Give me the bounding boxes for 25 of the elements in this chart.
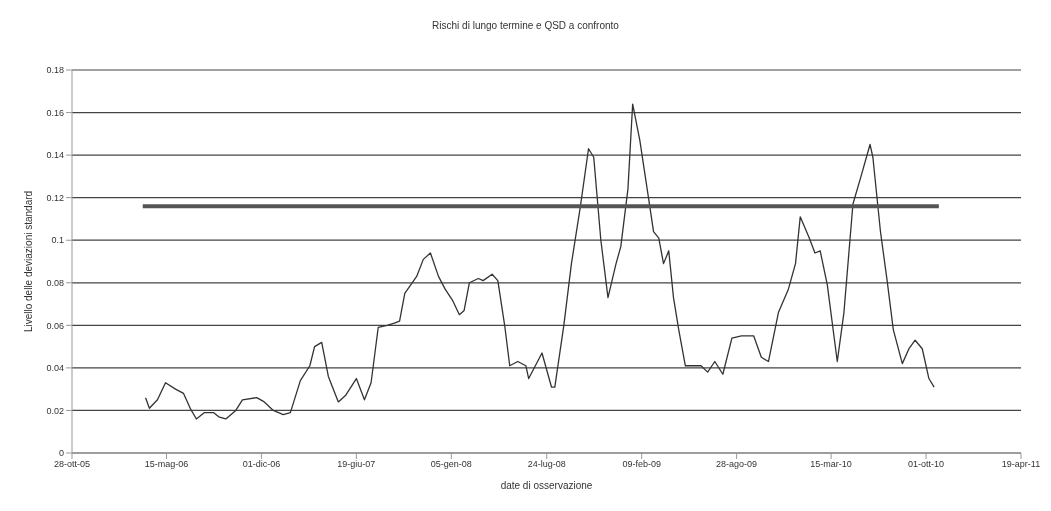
y-tick-label: 0.18 xyxy=(46,65,64,76)
y-tick-label: 0.16 xyxy=(46,107,64,118)
x-tick-label: 15-mag-06 xyxy=(144,459,189,470)
x-tick-label: 28-ago-09 xyxy=(716,459,758,470)
y-tick-label: 0.02 xyxy=(46,405,64,416)
y-axis-title: Livello delle deviazioni standard xyxy=(22,190,34,333)
x-tick-label: 01-dic-06 xyxy=(242,459,281,470)
y-tick-label: 0.04 xyxy=(46,363,64,374)
y-tick-label: 0.08 xyxy=(46,277,64,288)
y-tick-label: 0.12 xyxy=(46,192,64,203)
x-tick-label: 01-ott-10 xyxy=(908,459,945,470)
x-tick-label: 05-gen-08 xyxy=(430,459,472,470)
x-tick-label: 19-giu-07 xyxy=(337,459,376,470)
x-axis-title: date di osservazione xyxy=(500,480,593,491)
y-tick-label: 0.06 xyxy=(46,320,64,331)
x-tick-label: 15-mar-10 xyxy=(810,459,852,470)
chart-title: Rischi di lungo termine e QSD a confronto xyxy=(431,19,620,33)
y-tick-label: 0 xyxy=(58,448,64,459)
x-tick-label: 28-ott-05 xyxy=(53,459,91,470)
line-series xyxy=(144,103,935,420)
x-tick-label: 19-apr-11 xyxy=(1001,459,1041,470)
y-tick-label: 0.1 xyxy=(51,235,64,246)
y-tick-label: 0.14 xyxy=(46,150,64,161)
x-tick-label: 09-feb-09 xyxy=(622,459,661,470)
x-tick-label: 24-lug-08 xyxy=(527,459,566,470)
